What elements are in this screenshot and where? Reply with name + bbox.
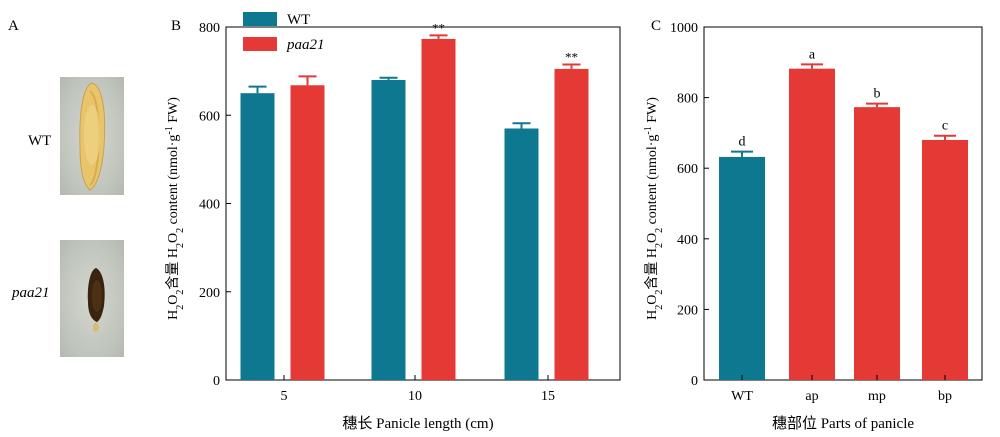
- b-xtick-label-2: 15: [541, 389, 555, 404]
- b-signif-1: **: [565, 50, 578, 65]
- b-legend-label-1: paa21: [286, 37, 325, 53]
- panel-a-label: A: [8, 18, 19, 34]
- b-bar-WT-15: [504, 128, 539, 380]
- paa21-seed-image: [87, 268, 105, 332]
- c-ytick-label-2: 400: [677, 233, 698, 248]
- b-ytick-label-3: 600: [199, 109, 220, 124]
- c-letter-ap: a: [809, 47, 816, 62]
- b-bar-paa21-5: [290, 85, 325, 381]
- b-yaxis-label: H2O2含量 H2O2 content (nmol·g-1 FW): [164, 97, 186, 320]
- c-xtick-label-3: bp: [938, 389, 952, 404]
- panel-c-label: C: [651, 18, 661, 34]
- b-xtick-label-0: 5: [281, 389, 288, 404]
- b-signif-0: **: [432, 20, 445, 35]
- b-bar-paa21-10: [421, 38, 456, 380]
- panel-b-label: B: [171, 18, 181, 34]
- c-xtick-label-2: mp: [868, 389, 886, 404]
- b-legend-swatch-0: [243, 12, 277, 26]
- c-letter-bp: c: [942, 119, 948, 134]
- c-ytick-label-5: 1000: [670, 21, 698, 36]
- b-legend-swatch-1: [243, 37, 277, 51]
- c-bar-WT: [719, 156, 765, 380]
- c-letter-mp: b: [874, 87, 881, 102]
- b-xaxis-label: 穗长 Panicle length (cm): [342, 415, 493, 432]
- b-ytick-label-4: 800: [199, 21, 220, 36]
- b-bar-WT-10: [371, 79, 406, 380]
- c-ytick-label-4: 800: [677, 92, 698, 107]
- c-ytick-label-3: 600: [677, 162, 698, 177]
- b-bar-WT-5: [240, 93, 275, 380]
- paa21-sample-label: paa21: [12, 285, 50, 301]
- wt-seed-photo: [60, 77, 124, 195]
- c-xaxis-label: 穗部位 Parts of panicle: [772, 415, 914, 432]
- c-letter-WT: d: [739, 135, 746, 150]
- b-ytick-label-0: 0: [213, 374, 220, 389]
- c-ytick-label-1: 200: [677, 303, 698, 318]
- wt-seed-image: [79, 82, 106, 191]
- panel-c-frame: [703, 26, 983, 381]
- b-legend-label-0: WT: [287, 12, 310, 28]
- b-bar-paa21-15: [554, 68, 589, 380]
- c-xtick-label-0: WT: [731, 389, 753, 404]
- c-xtick-label-1: ap: [805, 389, 818, 404]
- b-xtick-label-1: 10: [408, 389, 422, 404]
- c-bar-bp: [922, 139, 968, 380]
- b-ytick-label-1: 200: [199, 286, 220, 301]
- c-bar-mp: [854, 107, 900, 381]
- paa21-seed-photo: [60, 240, 124, 357]
- wt-sample-label: WT: [28, 133, 52, 149]
- c-yaxis-label: H2O2含量 H2O2 content (nmol·g-1 FW): [643, 97, 665, 320]
- c-bar-ap: [789, 68, 835, 381]
- c-ytick-label-0: 0: [691, 374, 698, 389]
- b-ytick-label-2: 400: [199, 198, 220, 213]
